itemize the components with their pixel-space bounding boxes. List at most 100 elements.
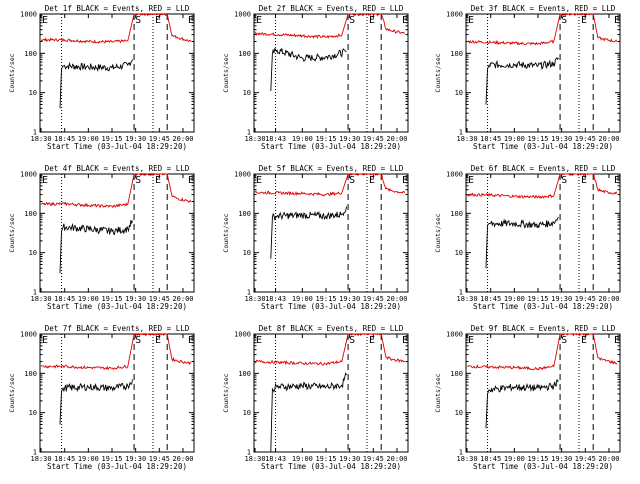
y-tick-label: 10	[29, 249, 37, 257]
chart-title: Det 6f BLACK = Events, RED = LLD	[471, 164, 616, 173]
x-tick-label: 19:45	[363, 295, 384, 303]
x-tick-label: 18:30	[31, 135, 52, 143]
x-axis-label: Start Time (03-Jul-04 18:29:20)	[47, 462, 187, 471]
x-tick-label: 19:45	[149, 295, 170, 303]
x-tick-label: 19:30	[551, 455, 572, 463]
x-tick-label: 19:15	[527, 295, 548, 303]
x-tick-label: 19:30	[551, 295, 572, 303]
y-tick-label: 1000	[234, 331, 251, 339]
event-marker-label: S	[349, 335, 355, 346]
event-marker-label: E	[155, 335, 161, 346]
x-tick-label: 19:45	[575, 455, 596, 463]
x-tick-label: 18:30	[31, 295, 52, 303]
y-tick-label: 100	[24, 50, 37, 58]
x-tick-label: 18:45	[480, 295, 501, 303]
x-tick-label: 19:30	[339, 135, 360, 143]
x-tick-label: 18:30	[457, 455, 478, 463]
x-tick-label: 19:15	[315, 135, 336, 143]
y-axis-label: Counts/sec	[434, 53, 442, 92]
y-tick-label: 1000	[234, 171, 251, 179]
series-line-events	[59, 59, 133, 109]
x-tick-label: 20:00	[598, 295, 619, 303]
event-marker-label: S	[561, 15, 567, 26]
x-tick-label: 18:30	[457, 295, 478, 303]
y-tick-label: 10	[243, 409, 251, 417]
plot-frame	[253, 173, 409, 293]
x-tick-label: 18:45	[54, 295, 75, 303]
event-marker-label: S	[561, 335, 567, 346]
event-marker-label: S	[135, 15, 141, 26]
chart-panel-1: Det 1f BLACK = Events, RED = LLD 1 10 100 10…	[8, 4, 195, 151]
series-line-lld	[254, 13, 406, 39]
y-tick-label: 1	[459, 289, 463, 297]
y-tick-label: 10	[243, 89, 251, 97]
series-line-lld	[467, 333, 618, 371]
y-tick-label: 1	[33, 289, 37, 297]
x-tick-label: 19:30	[551, 135, 572, 143]
y-tick-label: 1000	[20, 171, 37, 179]
y-tick-label: 1	[247, 449, 251, 457]
series-line-events	[59, 379, 133, 425]
event-marker-label: E	[256, 175, 262, 186]
chart-title: Det 2f BLACK = Events, RED = LLD	[259, 4, 404, 13]
event-marker-label: E	[402, 15, 408, 26]
event-marker-label: S	[349, 15, 355, 26]
x-axis-label: Start Time (03-Jul-04 18:29:20)	[47, 142, 187, 151]
x-tick-label: 18:30	[245, 135, 266, 143]
series-line-lld	[466, 173, 618, 200]
x-tick-label: 19:45	[149, 455, 170, 463]
event-marker-label: E	[256, 335, 262, 346]
series-line-lld	[467, 13, 618, 46]
x-tick-label: 19:00	[78, 295, 99, 303]
x-tick-label: 19:00	[78, 135, 99, 143]
x-tick-label: 20:00	[172, 455, 193, 463]
y-tick-label: 1	[459, 129, 463, 137]
plot-frame	[39, 13, 195, 133]
series-line-lld	[40, 332, 192, 371]
series-line-lld	[254, 173, 406, 197]
x-tick-label: 19:30	[339, 455, 360, 463]
event-marker-label: E	[468, 15, 474, 26]
series-line-events	[59, 219, 133, 274]
x-tick-label: 18:30	[245, 455, 266, 463]
x-tick-label: 20:00	[386, 455, 407, 463]
x-tick-label: 19:45	[149, 135, 170, 143]
x-tick-label: 18:45	[480, 455, 501, 463]
event-marker-label: E	[581, 335, 587, 346]
x-axis-label: Start Time (03-Jul-04 18:29:20)	[473, 142, 613, 151]
y-tick-label: 1	[459, 449, 463, 457]
plot-frame	[39, 333, 195, 453]
series-line-lld	[254, 333, 406, 366]
x-axis-label: Start Time (03-Jul-04 18:29:20)	[47, 302, 187, 311]
x-axis-label: Start Time (03-Jul-04 18:29:20)	[473, 462, 613, 471]
x-tick-label: 20:00	[598, 455, 619, 463]
y-tick-label: 10	[29, 409, 37, 417]
y-tick-label: 1000	[20, 11, 37, 19]
x-tick-label: 19:15	[101, 295, 122, 303]
series-line-events	[485, 379, 559, 429]
x-tick-label: 19:00	[504, 455, 525, 463]
x-tick-label: 19:15	[101, 455, 122, 463]
chart-panel-7: Det 7f BLACK = Events, RED = LLD 1 10 100 10…	[8, 324, 195, 471]
event-marker-label: E	[468, 335, 474, 346]
x-tick-label: 19:00	[292, 455, 313, 463]
event-marker-label: E	[369, 335, 375, 346]
x-tick-label: 19:00	[78, 455, 99, 463]
x-tick-label: 18:30	[457, 135, 478, 143]
y-tick-label: 1000	[446, 171, 463, 179]
y-tick-label: 10	[455, 249, 463, 257]
event-marker-label: E	[188, 175, 194, 186]
x-tick-label: 19:30	[125, 455, 146, 463]
x-tick-label: 20:00	[172, 295, 193, 303]
x-tick-label: 18:30	[245, 295, 266, 303]
x-tick-label: 19:15	[315, 455, 336, 463]
x-tick-label: 18:43	[265, 295, 286, 303]
x-tick-label: 19:15	[315, 295, 336, 303]
x-tick-label: 18:45	[54, 455, 75, 463]
chart-panel-3: Det 3f BLACK = Events, RED = LLD 1 10 100 10…	[434, 4, 621, 151]
event-marker-label: E	[42, 335, 48, 346]
chart-panel-9: Det 9f BLACK = Events, RED = LLD 1 10 100 10…	[434, 324, 621, 471]
x-tick-label: 18:45	[480, 135, 501, 143]
x-tick-label: 18:43	[265, 135, 286, 143]
